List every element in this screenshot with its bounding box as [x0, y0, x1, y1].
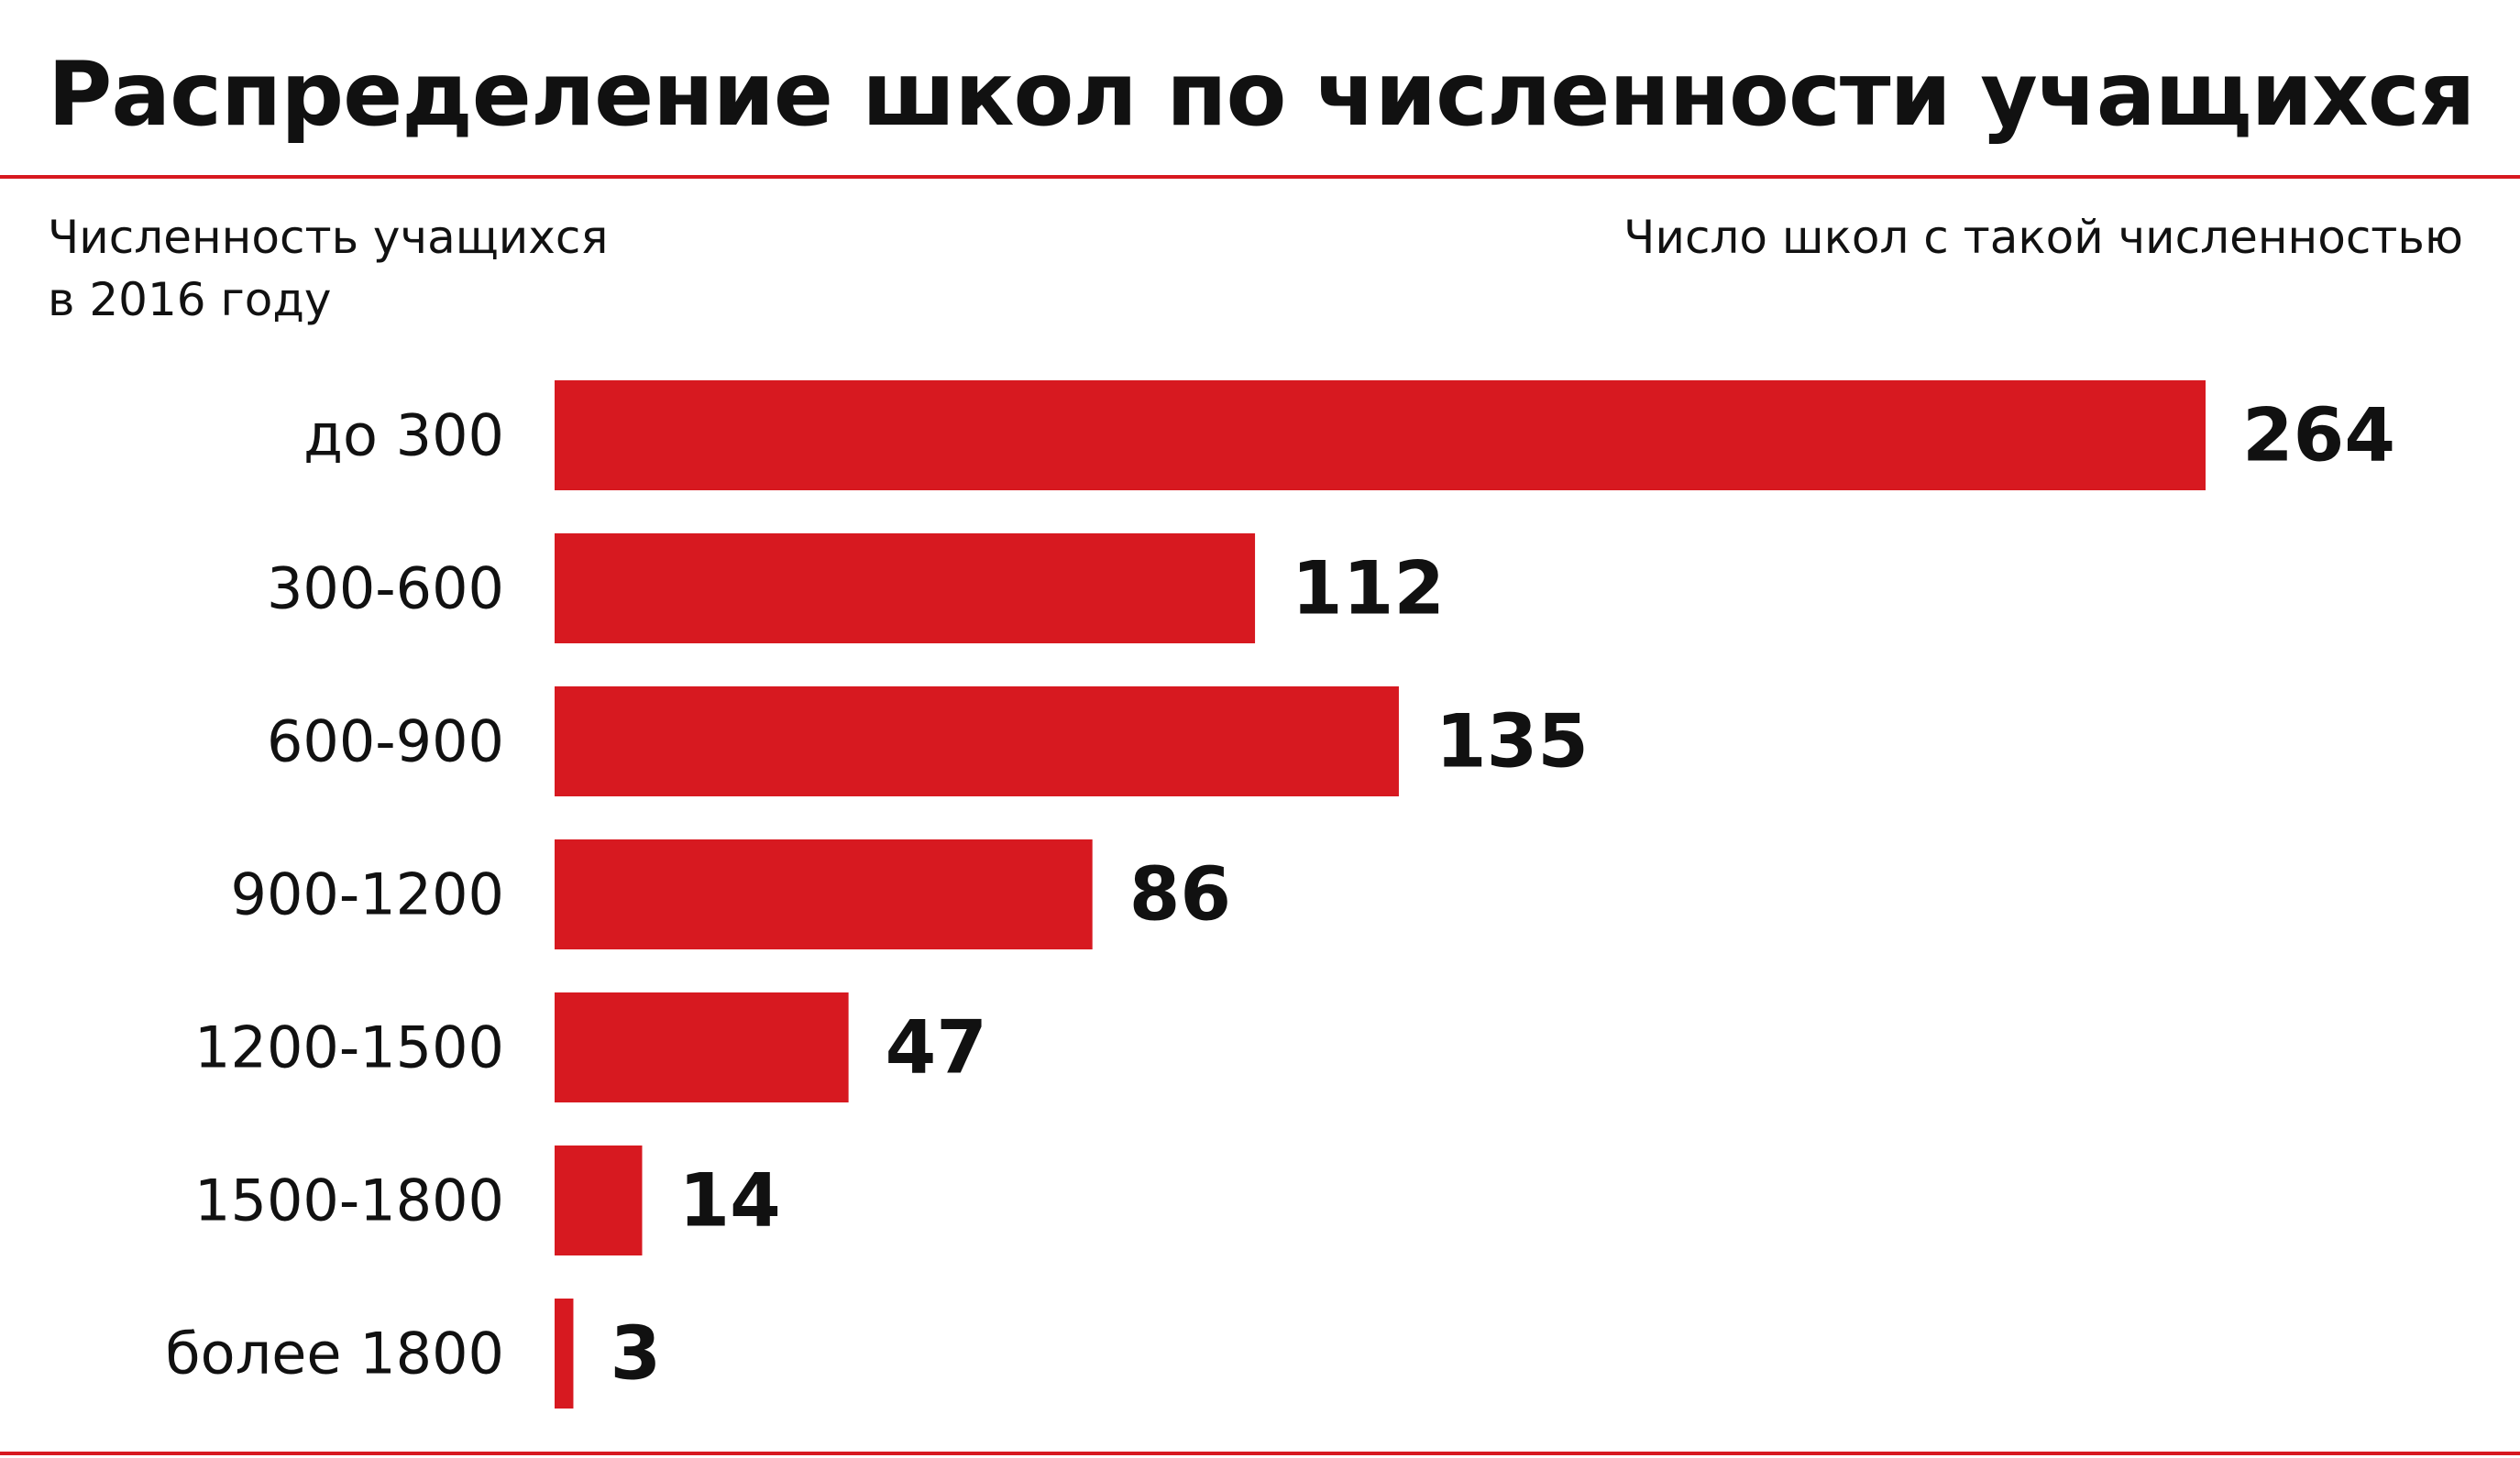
- category-label: 900-1200: [231, 861, 505, 928]
- bar: [555, 533, 1256, 643]
- bottom-divider: [0, 1452, 2520, 1455]
- bar: [555, 380, 2206, 490]
- value-label: 86: [1129, 852, 1231, 937]
- chart-title: Распределение школ по численности учащих…: [48, 43, 2475, 146]
- value-label: 112: [1292, 546, 1445, 631]
- top-divider: [0, 175, 2520, 179]
- y-axis-title: Численность учащихся в 2016 году: [48, 206, 873, 331]
- y-axis-title-line-1: Численность учащихся: [48, 211, 609, 264]
- value-label: 135: [1436, 699, 1589, 784]
- x-axis-title: Число школ с такой численностью: [1623, 211, 2463, 264]
- category-label: 1200-1500: [194, 1014, 504, 1081]
- value-label: 14: [679, 1158, 781, 1244]
- category-label: 300-600: [267, 555, 504, 622]
- bar: [555, 686, 1399, 796]
- category-label: более 1800: [165, 1321, 504, 1387]
- category-label: 1500-1800: [194, 1167, 504, 1234]
- category-label: 600-900: [267, 708, 504, 775]
- bar: [555, 992, 849, 1102]
- value-label: 3: [610, 1311, 661, 1397]
- value-label: 264: [2242, 393, 2395, 478]
- bar: [555, 1146, 643, 1255]
- value-label: 47: [886, 1005, 987, 1091]
- category-label: до 300: [303, 402, 504, 469]
- y-axis-title-line-2: в 2016 году: [48, 273, 332, 326]
- bar: [555, 839, 1093, 949]
- bar: [555, 1299, 574, 1409]
